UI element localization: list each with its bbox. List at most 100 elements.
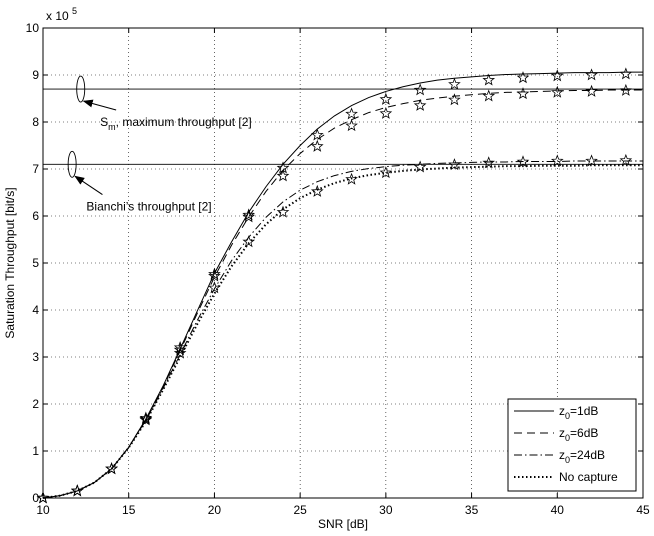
star-marker [345, 172, 358, 185]
y-tick-label: 0 [32, 491, 39, 505]
y-tick-label: 7 [32, 162, 39, 176]
legend-label: z0=6dB [559, 426, 598, 443]
star-marker [276, 169, 290, 182]
series-line-dotted [42, 164, 643, 499]
star-marker [516, 155, 530, 168]
y-tick-label: 1 [32, 444, 39, 458]
reference-lines [43, 88, 643, 165]
star-marker [345, 107, 358, 120]
legend-label-subscript: 0 [565, 433, 570, 443]
star-marker [482, 73, 496, 86]
star-marker [448, 158, 461, 171]
legend-label-main: z [559, 404, 565, 418]
star-marker [345, 119, 358, 132]
star-marker [550, 85, 564, 98]
y-tick-label: 10 [26, 21, 40, 35]
legend-label-subscript: 0 [565, 411, 570, 421]
legend-label-subscript: 0 [565, 455, 570, 465]
y-scale-base: x 10 [46, 9, 69, 23]
star-marker [139, 412, 153, 425]
star-marker [550, 69, 564, 82]
star-marker [173, 343, 187, 356]
annotation-ellipse [67, 150, 77, 178]
y-scale-exponent: 5 [72, 6, 77, 16]
star-marker [482, 156, 496, 169]
x-tick-label: 35 [465, 503, 479, 517]
legend-box [507, 398, 637, 492]
star-marker [310, 128, 324, 141]
annotations: Sm, maximum throughput [2] Bianchi’s thro… [67, 75, 252, 214]
legend-label-main: z [559, 426, 565, 440]
annotation-ellipse [76, 75, 86, 103]
star-marker [105, 462, 118, 475]
annotation-label-rest: , maximum throughput [2] [116, 115, 252, 129]
series-markers [36, 67, 633, 504]
legend-label-main: z [559, 448, 565, 462]
star-marker [208, 281, 221, 294]
star-marker [208, 267, 221, 280]
star-marker [208, 269, 221, 282]
star-marker [139, 413, 153, 426]
annotation-label-main: S [100, 115, 108, 129]
star-marker [619, 153, 633, 166]
legend-label-rest: =24dB [570, 448, 605, 462]
star-marker [448, 77, 461, 90]
star-marker [242, 208, 256, 221]
legend-label: No capture [559, 470, 618, 484]
star-marker [173, 340, 187, 353]
annotation-label: Sm, maximum throughput [2] [100, 115, 252, 132]
star-marker [242, 235, 256, 248]
star-marker [413, 83, 427, 96]
annotation-label-subscript: m [108, 122, 116, 132]
star-marker [619, 67, 633, 80]
legend-label-rest: =1dB [570, 404, 598, 418]
legend-label: z0=1dB [559, 404, 598, 421]
star-marker [516, 87, 530, 100]
grid [43, 28, 643, 498]
star-marker [310, 184, 324, 197]
star-marker [70, 484, 84, 497]
star-marker [379, 166, 393, 179]
star-marker [242, 210, 256, 223]
star-marker [413, 98, 427, 111]
star-marker [516, 71, 530, 84]
y-scale-label: x 10 5 [46, 6, 77, 23]
star-marker [276, 205, 290, 218]
star-marker [585, 68, 598, 81]
y-tick-label: 8 [32, 115, 39, 129]
star-marker [619, 83, 633, 96]
x-tick-label: 15 [122, 503, 136, 517]
y-tick-label: 2 [32, 397, 39, 411]
series-line-dashdot [42, 160, 643, 499]
annotation-arrow [82, 99, 117, 111]
y-tick-label: 6 [32, 209, 39, 223]
star-marker [36, 491, 50, 504]
star-marker [413, 160, 427, 173]
x-tick-label: 10 [36, 503, 50, 517]
x-tick-label: 30 [379, 503, 393, 517]
star-marker [448, 93, 461, 106]
star-marker [482, 89, 496, 102]
y-tick-label: 9 [32, 68, 39, 82]
y-tick-label: 5 [32, 256, 39, 270]
star-marker [173, 346, 187, 359]
star-marker [550, 154, 564, 167]
legend-label-rest: =6dB [570, 426, 598, 440]
y-tick-label: 4 [32, 303, 39, 317]
legend-label: z0=24dB [559, 448, 605, 465]
star-marker [139, 411, 153, 424]
star-marker [310, 139, 324, 152]
x-axis-title: SNR [dB] [318, 517, 368, 531]
annotation-label-main: Bianchi’s throughput [2] [86, 200, 211, 214]
x-tick-label: 20 [208, 503, 222, 517]
star-marker [379, 92, 393, 105]
annotation-label: Bianchi’s throughput [2] [86, 200, 211, 214]
star-marker [585, 84, 598, 97]
star-marker [585, 154, 598, 167]
y-axis-title: Saturation Throughput [bit/s] [3, 187, 17, 338]
x-tick-label: 25 [293, 503, 307, 517]
y-tick-label: 3 [32, 350, 39, 364]
